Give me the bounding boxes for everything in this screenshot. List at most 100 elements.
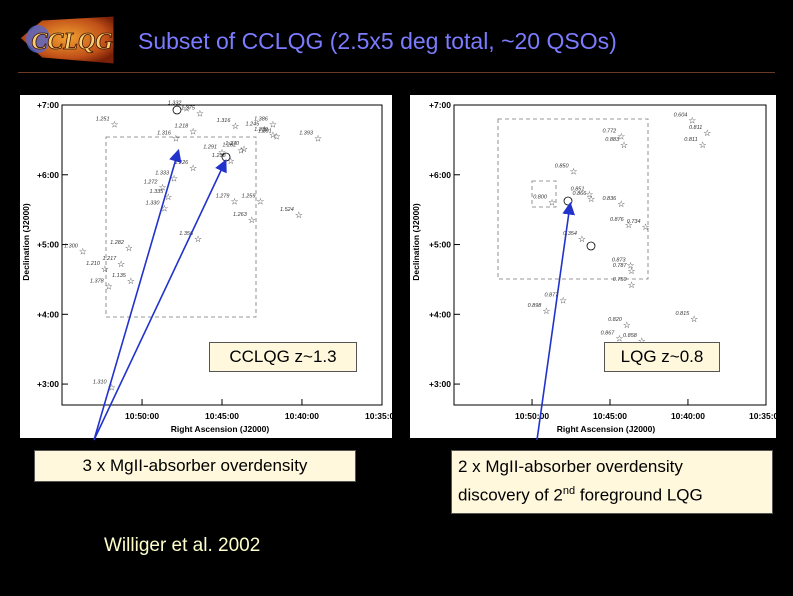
- right-qso-label: 0.850: [555, 163, 570, 169]
- left-qso-label: 1.217: [102, 256, 117, 262]
- left-qso-marker: ☆: [273, 131, 281, 141]
- cclqg-annotation-text: CCLQG z~1.3: [229, 347, 337, 366]
- right-qso-label: 0.811: [684, 137, 697, 143]
- right-qso-label: 0.604: [674, 112, 688, 118]
- left-ylabel: Declination (J2000): [21, 203, 31, 281]
- left-qso-marker: ☆: [237, 145, 245, 155]
- slide-title: Subset of CCLQG (2.5x5 deg total, ~20 QS…: [138, 28, 617, 54]
- left-qso-label: 1.300: [64, 244, 79, 250]
- left-xtick-label: 10:45:00: [205, 411, 239, 421]
- right-plot-panel: Declination (J2000) Right Ascension (J20…: [410, 95, 783, 438]
- left-qso-marker: ☆: [101, 264, 109, 274]
- right-qso-label: 0.800: [533, 195, 548, 201]
- left-qso-marker: ☆: [230, 196, 238, 206]
- left-qso-label: 1.263: [233, 212, 248, 218]
- left-xtick-label: 10:35:00: [365, 411, 392, 421]
- left-qso-label: 1.378: [90, 278, 105, 284]
- right-ylabel: Declination (J2000): [411, 203, 421, 281]
- left-qso-marker: ☆: [125, 243, 133, 253]
- cclqg-annotation-box: CCLQG z~1.3: [209, 342, 357, 372]
- left-ytick-label: +6:00: [37, 170, 59, 180]
- right-qso-marker: ☆: [569, 166, 577, 176]
- left-qso-marker: ☆: [295, 210, 303, 220]
- left-qso-marker: ☆: [269, 120, 277, 130]
- right-qso-marker: ☆: [627, 280, 635, 290]
- left-qso-label: 1.226: [174, 160, 189, 166]
- arrow-right: [536, 201, 576, 441]
- right-qso-label: 0.734: [627, 219, 641, 225]
- left-xtick-label: 10:40:00: [285, 411, 319, 421]
- left-qso-marker: ☆: [218, 147, 226, 157]
- right-qso-marker: ☆: [615, 334, 623, 344]
- left-qso-label: 1.316: [157, 130, 172, 136]
- left-qso-label: 1.259: [242, 193, 256, 199]
- left-qso-label: 1.393: [299, 130, 314, 136]
- left-ytick-label: +3:00: [37, 379, 59, 389]
- left-survey-region-0: [105, 136, 257, 318]
- left-qso-label: 1.330: [146, 200, 161, 206]
- right-qso-marker: ☆: [627, 266, 635, 276]
- left-qso-marker: ☆: [231, 121, 239, 131]
- title-divider: [18, 72, 775, 73]
- right-qso-label: 0.772: [602, 128, 616, 134]
- left-qso-label: 1.330: [254, 127, 269, 133]
- left-qso-marker: ☆: [182, 103, 190, 113]
- right-qso-marker: ☆: [585, 189, 593, 199]
- arrow-left-2: [93, 159, 227, 441]
- cclqg-logo: CCLQG: [19, 15, 115, 65]
- right-qso-marker: ☆: [690, 314, 698, 324]
- right-xlabel: Right Ascension (J2000): [557, 424, 656, 434]
- left-qso-marker: ☆: [196, 108, 204, 118]
- right-qso-marker: ☆: [627, 260, 635, 270]
- right-xtick-label: 10:35:00: [749, 411, 776, 421]
- left-qso-marker: ☆: [158, 182, 166, 192]
- right-qso-label: 0.883: [605, 137, 620, 143]
- left-qso-label: 1.282: [110, 240, 124, 246]
- left-qso-label: 1.291: [203, 144, 217, 150]
- right-qso-marker: ☆: [623, 320, 631, 330]
- left-qso-marker: ☆: [194, 234, 202, 244]
- left-qso-marker: ☆: [189, 163, 197, 173]
- left-qso-label: 1.316: [217, 118, 232, 124]
- left-qso-label: 1.375: [181, 105, 196, 111]
- right-qso-marker: ☆: [617, 199, 625, 209]
- right-callout-sup: nd: [562, 485, 576, 497]
- left-xlabel: Right Ascension (J2000): [171, 424, 270, 434]
- right-plot: Declination (J2000) Right Ascension (J20…: [411, 100, 783, 434]
- left-ytick-label: +7:00: [37, 100, 59, 110]
- right-callout-line1: 2 x MgII-absorber overdensity: [458, 457, 683, 476]
- left-qso-marker: ☆: [269, 130, 277, 140]
- right-qso-label: 0.354: [563, 231, 577, 237]
- left-qso-marker: ☆: [172, 133, 180, 143]
- left-qso-label: 1.386: [254, 117, 269, 123]
- left-absorber-circle: [172, 105, 182, 115]
- right-callout-post: foreground LQG: [575, 485, 703, 505]
- left-qso-marker: ☆: [160, 203, 168, 213]
- left-qso-marker: ☆: [108, 383, 116, 393]
- left-qso-label: 1.272: [144, 179, 158, 185]
- left-qso-label: 1.310: [93, 380, 108, 386]
- right-qso-label: 0.877: [544, 292, 559, 298]
- right-qso-marker: ☆: [620, 140, 628, 150]
- right-qso-marker: ☆: [703, 128, 711, 138]
- right-callout-pre: discovery of 2: [458, 485, 563, 505]
- left-qso-label: 1.282: [222, 142, 236, 148]
- arrow-left-1: [93, 148, 182, 441]
- left-qso-marker: ☆: [79, 247, 87, 257]
- right-qso-label: 0.873: [612, 257, 627, 263]
- left-qso-label: 1.335: [149, 189, 164, 195]
- left-plot-panel: Declination (J2000) Right Ascension (J20…: [20, 95, 399, 438]
- left-qso-label: 1.279: [216, 193, 230, 199]
- right-xtick-label: 10:40:00: [671, 411, 705, 421]
- right-qso-marker: ☆: [688, 115, 696, 125]
- right-qso-label: 0.867: [601, 331, 616, 337]
- right-qso-label: 0.898: [528, 303, 543, 309]
- left-qso-marker: ☆: [117, 259, 125, 269]
- left-qso-marker: ☆: [127, 276, 135, 286]
- right-ytick-label: +4:00: [429, 309, 451, 319]
- lqg-annotation-text: LQG z~0.8: [620, 347, 704, 366]
- left-qso-label: 1.332: [168, 100, 182, 106]
- right-qso-marker: ☆: [542, 306, 550, 316]
